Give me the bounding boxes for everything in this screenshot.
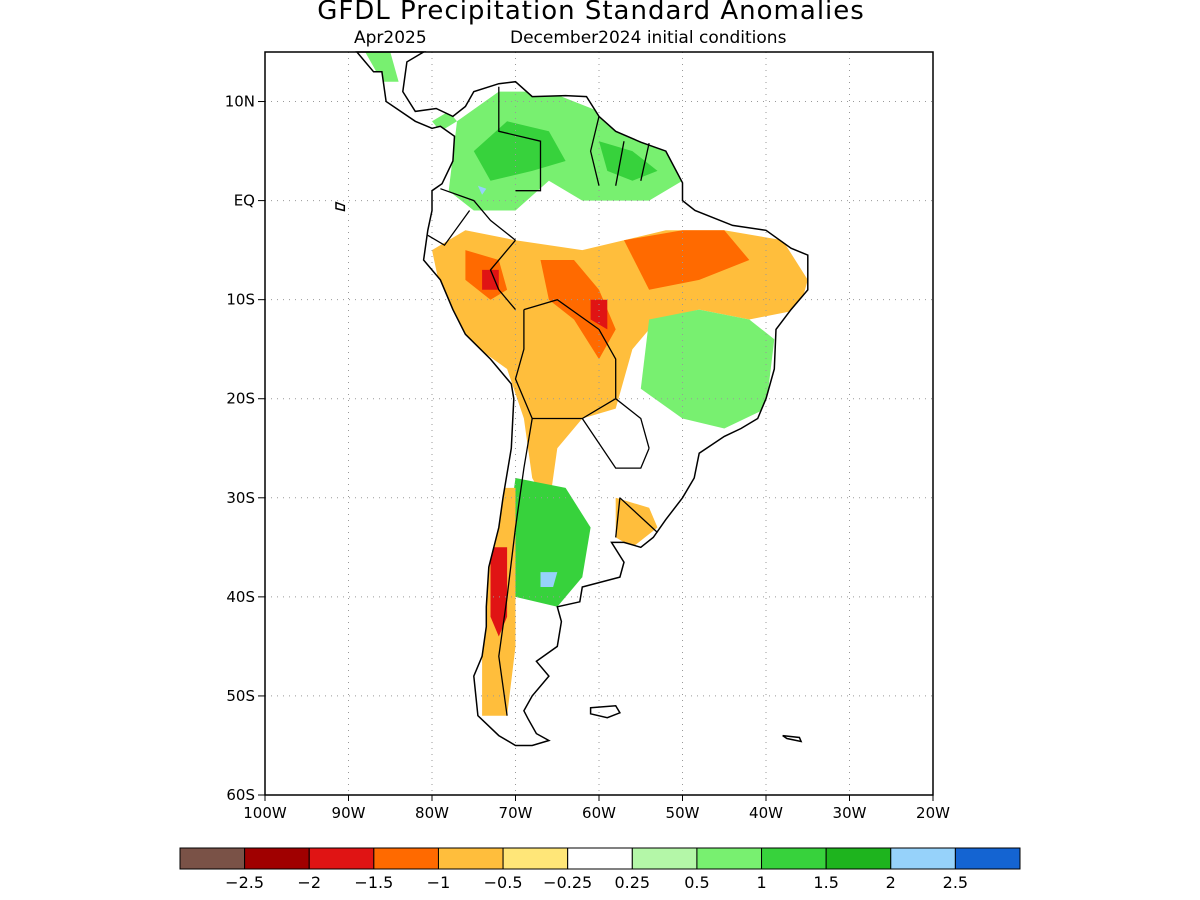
lon-tick-label: 80W	[415, 804, 449, 822]
lon-tick-label: 40W	[749, 804, 783, 822]
lat-tick-label: 20S	[226, 390, 255, 408]
colorbar-label: −0.25	[543, 873, 592, 892]
lat-tick-label: 60S	[226, 786, 255, 804]
forecast-month: Apr2025	[354, 28, 427, 48]
lat-tick-label: 40S	[226, 588, 255, 606]
anomaly-region-central-dry-core-2	[540, 260, 616, 360]
colorbar-swatch	[567, 847, 633, 870]
colorbar-swatch	[631, 847, 698, 870]
lon-tick-label: 20W	[916, 804, 950, 822]
border-ecuador-peru	[427, 210, 471, 247]
anomaly-region-pampas-wet	[507, 478, 591, 607]
border-argentina-uruguay	[615, 497, 621, 538]
colorbar-swatch	[308, 847, 375, 870]
lat-tick-label: 50S	[226, 687, 255, 705]
colorbar-swatch	[761, 847, 827, 870]
border-suriname-guiana	[640, 142, 650, 181]
colorbar-label: 0.25	[614, 873, 650, 892]
border-peru-bolivia-chile	[514, 309, 533, 419]
island-galapagos	[335, 201, 346, 212]
anomaly-region-andes-dry-red	[490, 547, 508, 637]
colorbar-label: −2	[297, 873, 321, 892]
colorbar-label: 1	[756, 873, 766, 892]
anomaly-region-central-dry-red-2	[590, 299, 608, 330]
colorbar-swatch	[825, 847, 892, 870]
island-south-georgia	[782, 734, 803, 743]
colorbar-label: −2.5	[225, 873, 264, 892]
colorbar-label: 0.5	[684, 873, 709, 892]
border-colombia-ecuador-peru	[440, 188, 516, 241]
border-venezuela-guyana	[589, 116, 600, 186]
anomaly-region-central-dry-red-1	[482, 269, 499, 290]
lon-tick-label: 60W	[582, 804, 616, 822]
colorbar-swatch	[244, 847, 310, 870]
colorbar: −2.5 −2 −1.5 −1 −0.5 −0.25 0.25 0.5 1 1.5 2 2.5	[179, 847, 1021, 892]
colorbar-label: 2	[886, 873, 896, 892]
colorbar-label: 1.5	[813, 873, 838, 892]
lat-tick-label: 30S	[226, 489, 255, 507]
island-falklands	[589, 705, 622, 719]
colorbar-swatch	[373, 847, 439, 870]
colorbar-label: −1.5	[354, 873, 393, 892]
anomaly-region-pampas-blue	[540, 572, 558, 587]
map-title: GFDL Precipitation Standard Anomalies	[317, 0, 865, 26]
border-guyana-suriname	[615, 141, 625, 186]
initial-conditions-label: December2024 initial conditions	[510, 28, 787, 48]
lon-tick-label: 50W	[666, 804, 700, 822]
anomaly-region-nw-wet-core	[473, 121, 566, 181]
border-chile-argentina	[498, 418, 533, 716]
anomaly-region-uruguay-dry	[615, 497, 658, 548]
anomaly-region-central-america-green	[365, 52, 399, 82]
anomaly-region-central-dry	[432, 230, 808, 508]
anomaly-region-se-brazil-wet	[640, 309, 775, 429]
border-brazil-uruguay	[619, 497, 658, 533]
colorbar-label: −1	[427, 873, 451, 892]
coastline	[355, 51, 809, 747]
lon-tick-label: 100W	[243, 804, 287, 822]
lon-tick-label: 70W	[499, 804, 533, 822]
colorbar-swatch	[502, 847, 569, 870]
anomaly-region-central-dry-core-3	[624, 230, 750, 290]
lat-tick-label: 10S	[226, 291, 255, 309]
border-peru-brazil	[489, 239, 516, 311]
colorbar-label: 2.5	[943, 873, 968, 892]
colorbar-swatch	[890, 847, 956, 870]
anomaly-region-nw-blue	[477, 185, 487, 195]
border-bolivia-brazil	[523, 298, 617, 399]
colorbar-label: −0.5	[484, 873, 523, 892]
lon-tick-label: 30W	[833, 804, 867, 822]
lat-tick-label: EQ	[234, 192, 255, 210]
lat-tick-label: 10N	[225, 93, 255, 111]
border-paraguay-argentina	[581, 418, 650, 469]
border-bolivia-argentina-paraguay	[532, 397, 650, 449]
colorbar-swatch	[437, 847, 504, 870]
colorbar-swatch	[696, 847, 763, 870]
lon-tick-label: 90W	[332, 804, 366, 822]
colorbar-swatch	[954, 847, 1021, 870]
colorbar-swatch	[179, 847, 246, 870]
border-colombia-venezuela	[498, 86, 542, 192]
